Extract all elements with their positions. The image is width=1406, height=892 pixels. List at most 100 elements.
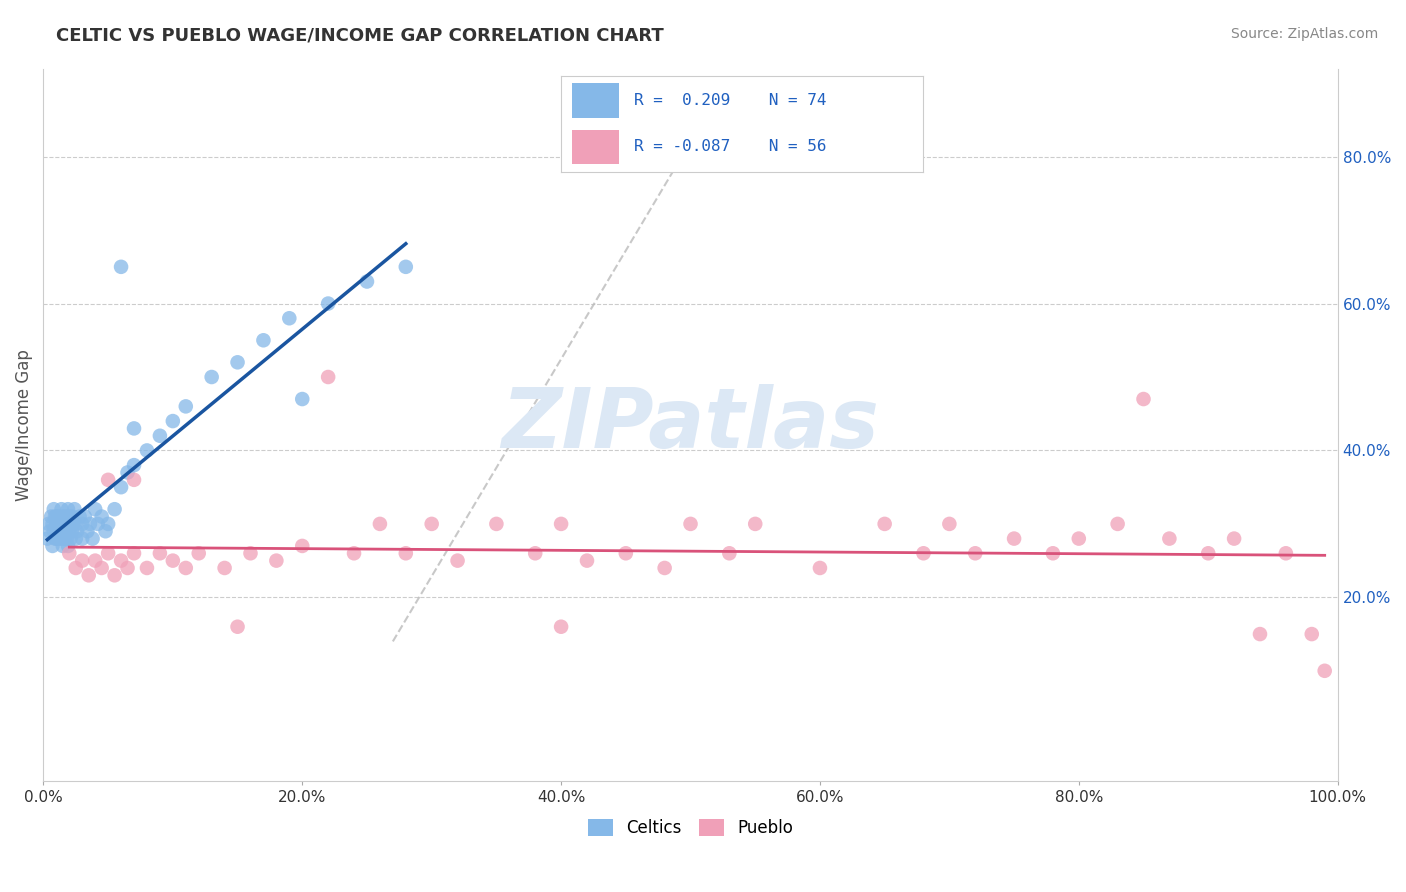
Point bbox=[201, 370, 224, 384]
Point bbox=[104, 502, 127, 516]
Point bbox=[110, 260, 132, 274]
Point bbox=[485, 516, 508, 531]
Point bbox=[873, 516, 896, 531]
Text: CELTIC VS PUEBLO WAGE/INCOME GAP CORRELATION CHART: CELTIC VS PUEBLO WAGE/INCOME GAP CORRELA… bbox=[56, 27, 664, 45]
Point bbox=[44, 509, 66, 524]
Point bbox=[52, 524, 75, 539]
Point bbox=[76, 524, 98, 539]
Point bbox=[149, 546, 172, 560]
Point bbox=[45, 532, 67, 546]
Point bbox=[41, 539, 63, 553]
Point bbox=[149, 429, 172, 443]
Point bbox=[69, 509, 91, 524]
Point bbox=[73, 509, 96, 524]
Point bbox=[59, 532, 82, 546]
Point bbox=[110, 554, 132, 568]
Point bbox=[226, 620, 249, 634]
Point bbox=[1301, 627, 1323, 641]
Point bbox=[1002, 532, 1025, 546]
Point bbox=[70, 532, 93, 546]
Point bbox=[52, 539, 75, 553]
Point bbox=[1249, 627, 1271, 641]
Point bbox=[70, 516, 93, 531]
Point bbox=[1042, 546, 1064, 560]
Point bbox=[136, 443, 159, 458]
Point bbox=[239, 546, 262, 560]
Point bbox=[343, 546, 366, 560]
Point bbox=[44, 532, 66, 546]
Point bbox=[55, 516, 77, 531]
Point bbox=[48, 532, 70, 546]
Point bbox=[110, 480, 132, 494]
Point bbox=[51, 502, 73, 516]
Point bbox=[744, 516, 766, 531]
Point bbox=[49, 524, 72, 539]
Point bbox=[679, 516, 702, 531]
Point bbox=[278, 311, 301, 326]
Point bbox=[316, 370, 339, 384]
Point bbox=[70, 554, 93, 568]
Point bbox=[58, 524, 80, 539]
Legend: Celtics, Pueblo: Celtics, Pueblo bbox=[582, 813, 800, 844]
Point bbox=[56, 502, 79, 516]
Point bbox=[48, 509, 70, 524]
Point bbox=[1107, 516, 1129, 531]
Point bbox=[395, 260, 418, 274]
Point bbox=[291, 539, 314, 553]
Point bbox=[39, 509, 62, 524]
Point bbox=[718, 546, 741, 560]
Point bbox=[524, 546, 547, 560]
Point bbox=[62, 516, 84, 531]
Point bbox=[53, 532, 76, 546]
Point bbox=[122, 473, 145, 487]
Point bbox=[122, 458, 145, 472]
Point bbox=[187, 546, 209, 560]
Point bbox=[90, 509, 112, 524]
Point bbox=[1159, 532, 1181, 546]
Point bbox=[46, 516, 69, 531]
Point bbox=[45, 516, 67, 531]
Point bbox=[1223, 532, 1246, 546]
Point bbox=[1132, 392, 1154, 406]
Point bbox=[38, 516, 60, 531]
Point bbox=[291, 392, 314, 406]
Point bbox=[65, 516, 87, 531]
Point bbox=[52, 509, 75, 524]
Point bbox=[84, 502, 107, 516]
Point bbox=[41, 516, 63, 531]
Point bbox=[90, 561, 112, 575]
Text: ZIPatlas: ZIPatlas bbox=[502, 384, 880, 466]
Point bbox=[37, 532, 59, 546]
Point bbox=[550, 516, 572, 531]
Point bbox=[45, 509, 67, 524]
Point bbox=[38, 524, 60, 539]
Point bbox=[55, 524, 77, 539]
Y-axis label: Wage/Income Gap: Wage/Income Gap bbox=[15, 349, 32, 500]
Point bbox=[60, 524, 83, 539]
Point bbox=[79, 516, 101, 531]
Point bbox=[60, 509, 83, 524]
Text: Source: ZipAtlas.com: Source: ZipAtlas.com bbox=[1230, 27, 1378, 41]
Point bbox=[42, 524, 65, 539]
Point bbox=[63, 502, 86, 516]
Point bbox=[55, 532, 77, 546]
Point bbox=[654, 561, 676, 575]
Point bbox=[266, 554, 288, 568]
Point bbox=[84, 554, 107, 568]
Point bbox=[214, 561, 236, 575]
Point bbox=[174, 561, 197, 575]
Point bbox=[446, 554, 468, 568]
Point bbox=[136, 561, 159, 575]
Point bbox=[1067, 532, 1090, 546]
Point bbox=[965, 546, 987, 560]
Point bbox=[368, 516, 391, 531]
Point bbox=[226, 355, 249, 369]
Point bbox=[808, 561, 831, 575]
Point bbox=[614, 546, 637, 560]
Point bbox=[53, 516, 76, 531]
Point bbox=[58, 509, 80, 524]
Point bbox=[45, 524, 67, 539]
Point bbox=[550, 620, 572, 634]
Point bbox=[65, 532, 87, 546]
Point bbox=[49, 516, 72, 531]
